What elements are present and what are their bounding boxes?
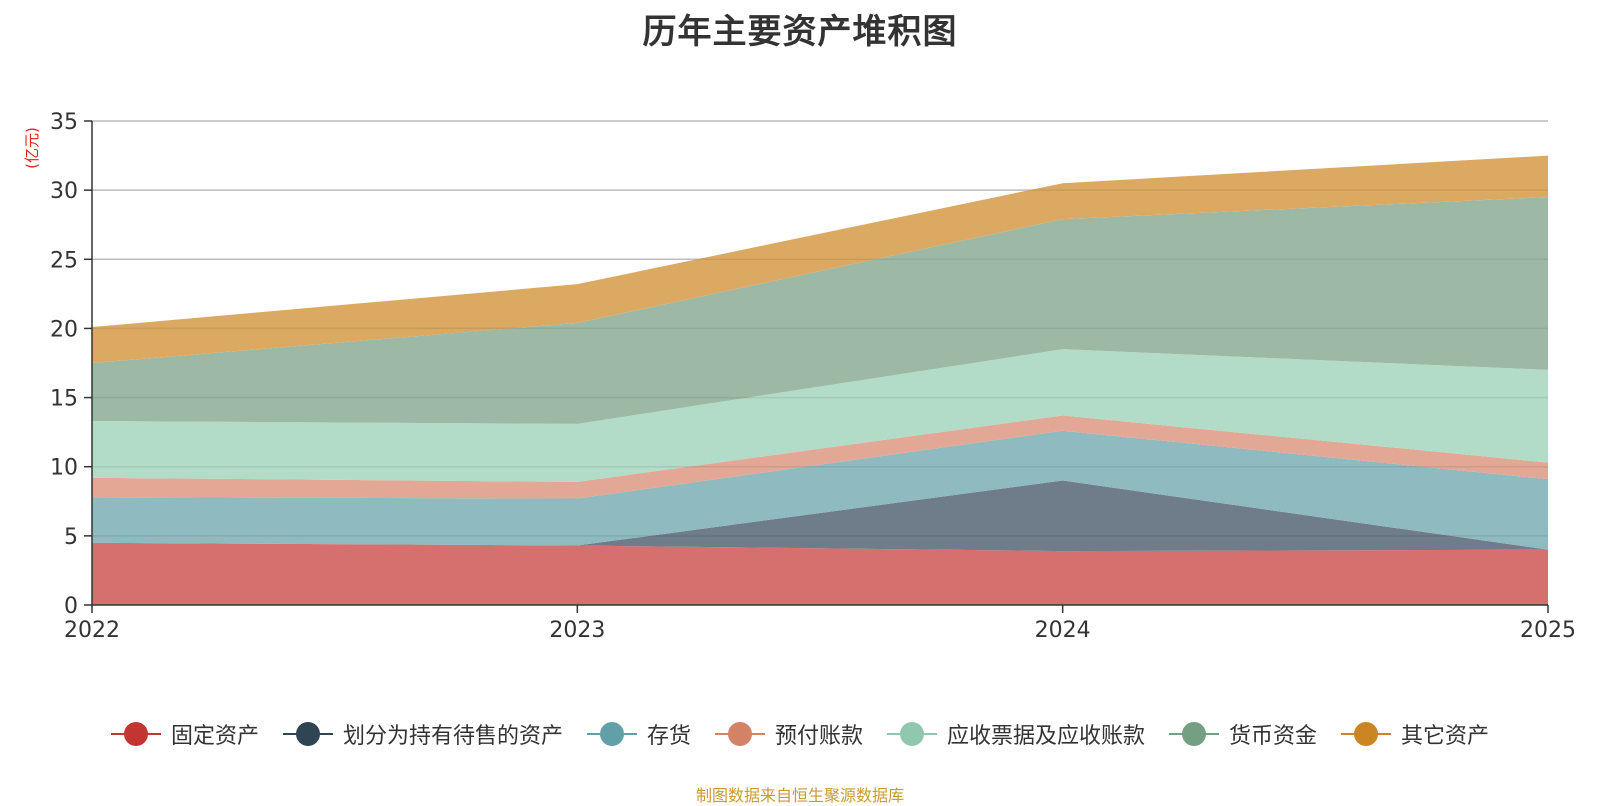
legend-label: 其它资产: [1401, 724, 1490, 749]
chart-title: 历年主要资产堆积图: [642, 12, 958, 52]
legend-dot-icon: [1182, 722, 1207, 746]
x-tick-label: 2024: [1035, 618, 1091, 643]
area-series-预付账款: [92, 415, 1548, 499]
y-tick-label: 25: [50, 248, 78, 273]
legend-dot-icon: [295, 722, 320, 746]
area-series-固定资产: [92, 542, 1548, 605]
legend-label: 货币资金: [1229, 724, 1318, 749]
legend-marker-icon: [887, 721, 937, 747]
legend-dot-icon: [599, 722, 624, 746]
source-note: 制图数据来自恒生聚源数据库: [695, 786, 904, 805]
legend: 固定资产 划分为持有待售的资产 存货 预付账款 应收票据及应收账款 货币资金 其它资产: [0, 718, 1600, 750]
y-tick-label: 15: [50, 387, 78, 412]
legend-marker-icon: [1169, 721, 1220, 747]
legend-item[interactable]: 预付账款: [714, 718, 863, 750]
legend-label: 存货: [646, 724, 691, 749]
x-tick-label: 2022: [64, 618, 120, 643]
area-layer: [92, 120, 1548, 605]
legend-dot-icon: [123, 722, 148, 746]
y-tick-label: 30: [50, 179, 78, 204]
y-tick-label: 5: [64, 525, 78, 550]
area-series-应收票据及应收账款: [92, 349, 1548, 482]
legend-item[interactable]: 其它资产: [1341, 718, 1489, 750]
area-series-划分为持有待售的资产: [92, 480, 1548, 552]
legend-item[interactable]: 固定资产: [110, 718, 259, 750]
legend-marker-icon: [1341, 721, 1392, 747]
legend-marker-icon: [586, 721, 637, 747]
legend-dot-icon: [900, 722, 924, 746]
legend-item[interactable]: 应收票据及应收账款: [887, 718, 1145, 750]
legend-label: 划分为持有待售的资产: [342, 724, 563, 749]
legend-marker-icon: [714, 721, 765, 747]
legend-item[interactable]: 划分为持有待售的资产: [282, 718, 563, 750]
y-tick-label: 0: [64, 594, 78, 619]
area-series-货币资金: [92, 197, 1548, 424]
legend-label: 固定资产: [170, 724, 259, 749]
legend-marker-icon: [110, 721, 161, 747]
area-series-存货: [92, 430, 1548, 550]
legend-marker-icon: [282, 721, 333, 747]
area-series-其它资产: [92, 155, 1548, 363]
legend-item[interactable]: 货币资金: [1169, 718, 1317, 750]
y-axis-unit-label: (亿元): [23, 127, 41, 169]
legend-dot-icon: [1354, 722, 1379, 746]
legend-label: 应收票据及应收账款: [947, 724, 1146, 749]
legend-item[interactable]: 存货: [586, 718, 691, 750]
y-tick-label: 10: [50, 456, 78, 481]
legend-dot-icon: [727, 722, 752, 746]
y-tick-label: 35: [50, 110, 78, 135]
y-tick-label: 20: [50, 317, 78, 342]
x-tick-label: 2023: [549, 618, 605, 643]
x-tick-label: 2025: [1520, 618, 1576, 643]
legend-label: 预付账款: [774, 724, 863, 749]
